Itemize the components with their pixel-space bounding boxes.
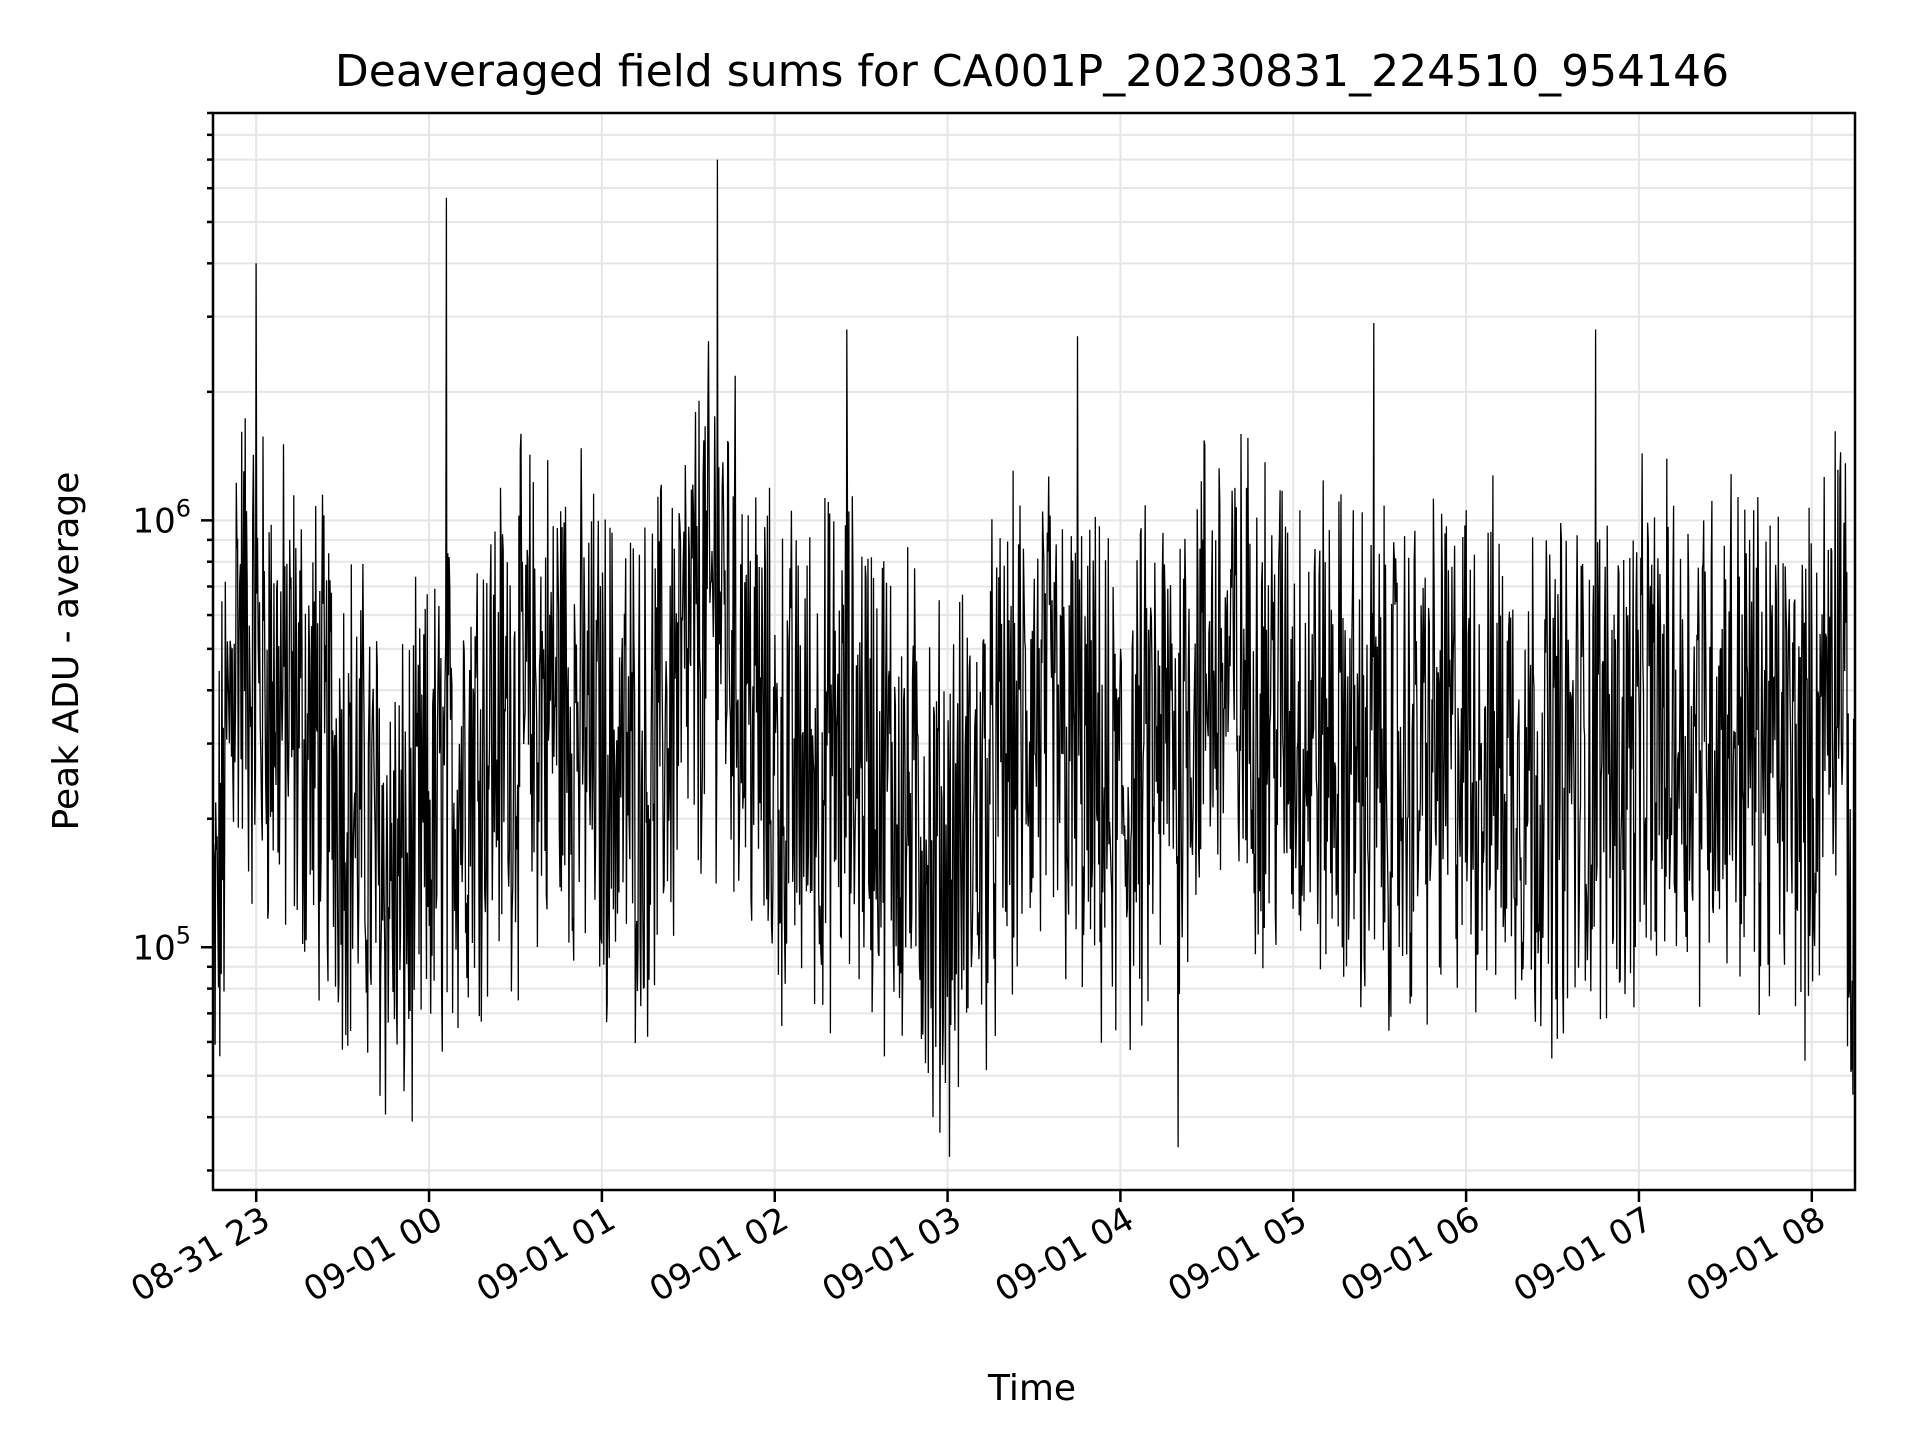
x-axis-label: Time xyxy=(987,1368,1076,1409)
y-axis: 105 106 xyxy=(132,111,213,1172)
plot-frame xyxy=(211,111,1857,1192)
x-tick-label: 09-01 05 xyxy=(1161,1199,1313,1310)
x-tick-label: 09-01 07 xyxy=(1507,1199,1659,1310)
series-line xyxy=(212,159,1856,1157)
x-tick-label: 09-01 04 xyxy=(989,1199,1141,1310)
y-tick-label: 106 xyxy=(132,494,191,541)
x-tick-label: 08-31 23 xyxy=(124,1199,276,1310)
x-tick-label: 09-01 00 xyxy=(297,1199,449,1310)
x-tick-label: 09-01 02 xyxy=(643,1199,795,1310)
x-axis: 08-31 23 09-01 00 09-01 01 09-01 02 09-01 03… xyxy=(124,1190,1832,1310)
x-tick-label: 09-01 01 xyxy=(470,1199,622,1310)
chart-title: Deaveraged field sums for CA001P_2023083… xyxy=(335,46,1729,97)
x-tick-label: 09-01 06 xyxy=(1334,1199,1486,1310)
y-tick-label: 105 xyxy=(132,921,191,968)
x-tick-label: 09-01 08 xyxy=(1680,1199,1832,1310)
y-axis-label: Peak ADU - average xyxy=(46,472,87,831)
x-tick-label: 09-01 03 xyxy=(816,1199,968,1310)
